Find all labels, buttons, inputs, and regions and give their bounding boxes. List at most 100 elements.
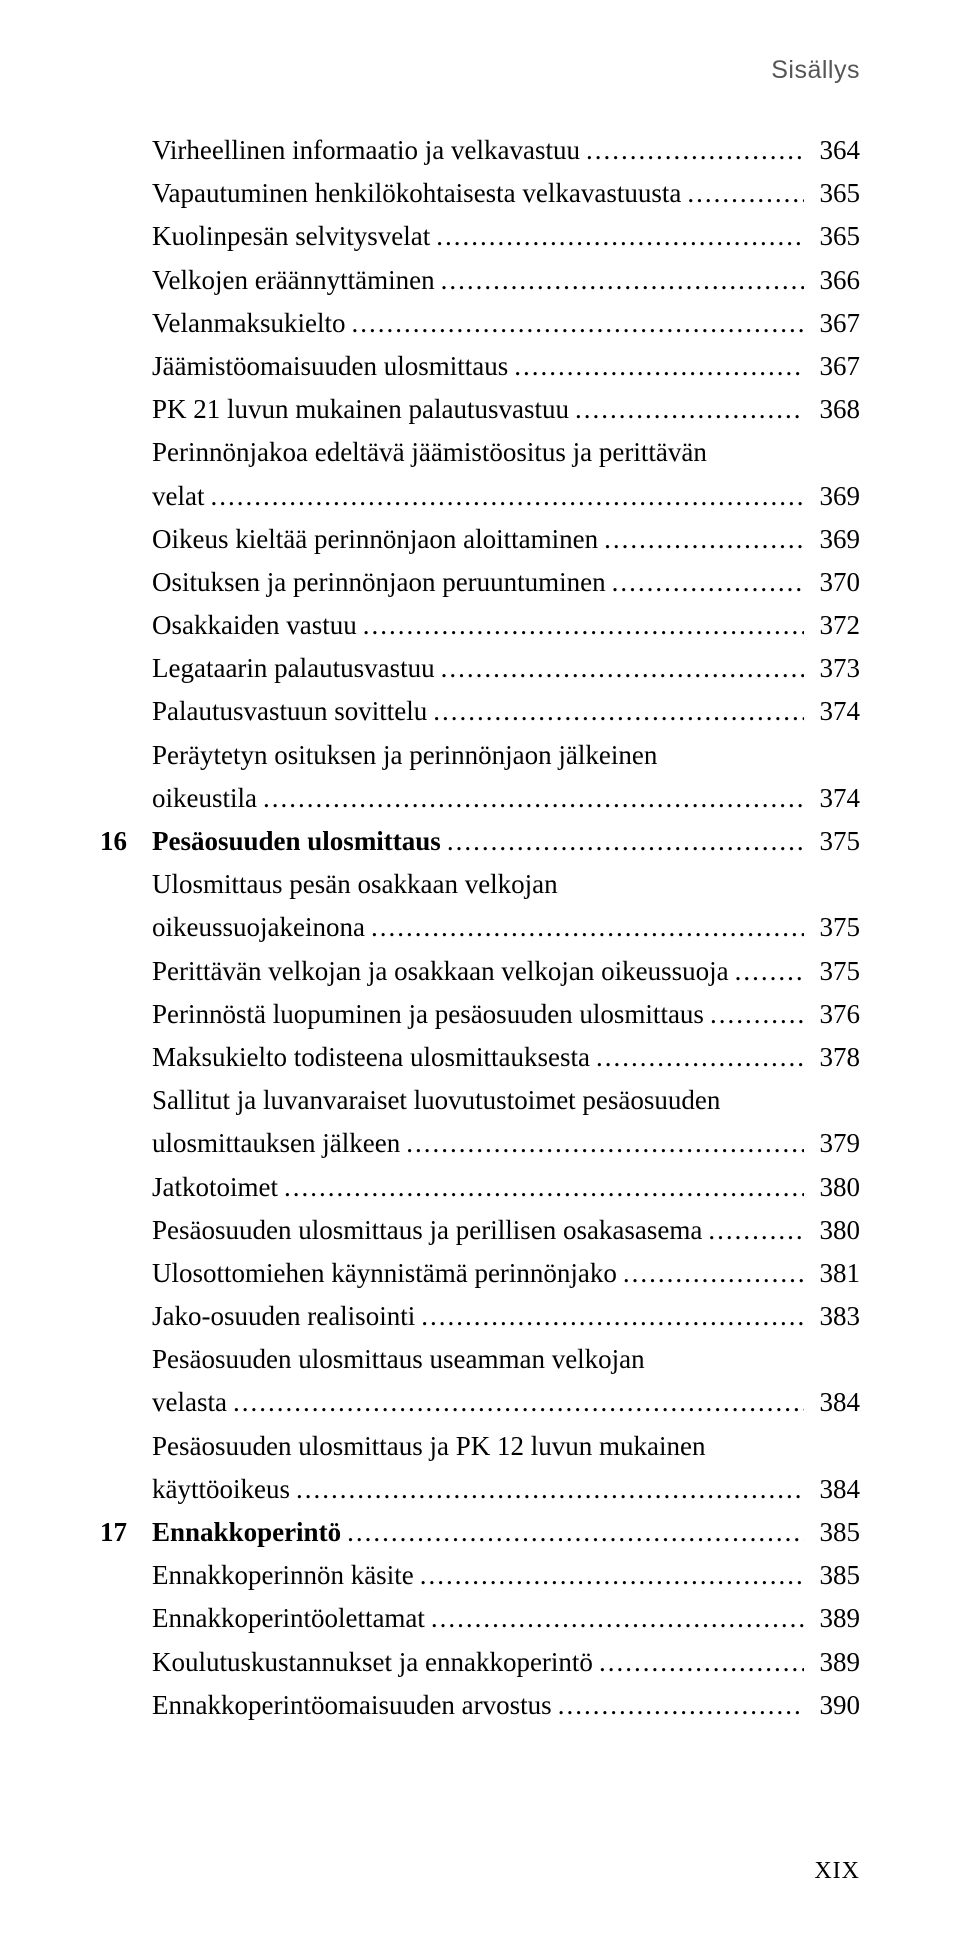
toc-row: Perinnönjakoa edeltävä jäämistöositus ja… (100, 431, 860, 474)
toc-page: 385 (804, 1511, 860, 1554)
toc-label: Osituksen ja perinnönjaon peruuntuminen (152, 561, 606, 604)
toc-page: 364 (804, 129, 860, 172)
toc-row: Virheellinen informaatio ja velkavastuu.… (100, 129, 860, 172)
toc-page: 385 (804, 1554, 860, 1597)
toc-leader: ........................................… (278, 1166, 804, 1209)
toc-label: Ennakkoperintöolettamat (152, 1597, 425, 1640)
toc-row: Osakkaiden vastuu.......................… (100, 604, 860, 647)
toc-page: 375 (804, 820, 860, 863)
toc-leader: ........................................… (345, 302, 804, 345)
page-number: XIX (814, 1858, 860, 1885)
toc-row: oikeustila..............................… (100, 777, 860, 820)
toc-row: Jako-osuuden realisointi................… (100, 1295, 860, 1338)
toc-row: Ulosottomiehen käynnistämä perinnönjako.… (100, 1252, 860, 1295)
table-of-contents: Virheellinen informaatio ja velkavastuu.… (100, 129, 860, 1727)
toc-row: Palautusvastuun sovittelu...............… (100, 690, 860, 733)
toc-label: Jako-osuuden realisointi (152, 1295, 415, 1338)
toc-row: Legataarin palautusvastuu...............… (100, 647, 860, 690)
toc-page: 375 (804, 906, 860, 949)
toc-label: käyttöoikeus (152, 1468, 290, 1511)
toc-leader: ........................................… (441, 820, 804, 863)
toc-row: Vapautuminen henkilökohtaisesta velkavas… (100, 172, 860, 215)
toc-row: Oikeus kieltää perinnönjaon aloittaminen… (100, 518, 860, 561)
toc-page: 367 (804, 302, 860, 345)
toc-label: Perinnöstä luopuminen ja pesäosuuden ulo… (152, 993, 704, 1036)
toc-page: 381 (804, 1252, 860, 1295)
toc-row: Ulosmittaus pesän osakkaan velkojan (100, 863, 860, 906)
toc-row: Sallitut ja luvanvaraiset luovutustoimet… (100, 1079, 860, 1122)
toc-leader: ........................................… (430, 215, 804, 258)
toc-leader: ........................................… (365, 906, 804, 949)
toc-leader: ........................................… (227, 1381, 804, 1424)
toc-page: 369 (804, 518, 860, 561)
toc-leader: ........................................… (590, 1036, 804, 1079)
toc-label: Osakkaiden vastuu (152, 604, 357, 647)
toc-page: 366 (804, 259, 860, 302)
toc-page: 368 (804, 388, 860, 431)
toc-label: Virheellinen informaatio ja velkavastuu (152, 129, 580, 172)
toc-leader: ........................................… (729, 950, 804, 993)
toc-leader: ........................................… (617, 1252, 804, 1295)
toc-page: 378 (804, 1036, 860, 1079)
toc-leader: ........................................… (204, 475, 804, 518)
toc-page: 369 (804, 475, 860, 518)
toc-leader: ........................................… (435, 647, 804, 690)
toc-page: 389 (804, 1641, 860, 1684)
toc-label: Pesäosuuden ulosmittaus ja PK 12 luvun m… (152, 1425, 705, 1468)
toc-label: oikeustila (152, 777, 257, 820)
toc-label: Koulutuskustannukset ja ennakkoperintö (152, 1641, 593, 1684)
toc-leader: ........................................… (704, 993, 804, 1036)
toc-label: Oikeus kieltää perinnönjaon aloittaminen (152, 518, 598, 561)
toc-leader: ........................................… (593, 1641, 804, 1684)
toc-page: 379 (804, 1122, 860, 1165)
toc-row: ulosmittauksen jälkeen..................… (100, 1122, 860, 1165)
toc-label: oikeussuojakeinona (152, 906, 365, 949)
toc-row: Ennakkoperintöomaisuuden arvostus.......… (100, 1684, 860, 1727)
toc-page: 375 (804, 950, 860, 993)
toc-label: Sallitut ja luvanvaraiset luovutustoimet… (152, 1079, 720, 1122)
toc-row: velasta.................................… (100, 1381, 860, 1424)
toc-row: Maksukielto todisteena ulosmittauksesta.… (100, 1036, 860, 1079)
toc-chapter-number: 16 (100, 820, 152, 863)
toc-row: Pesäosuuden ulosmittaus useamman velkoja… (100, 1338, 860, 1381)
toc-page: 374 (804, 777, 860, 820)
toc-label: Pesäosuuden ulosmittaus ja perillisen os… (152, 1209, 702, 1252)
toc-label: Kuolinpesän selvitysvelat (152, 215, 430, 258)
toc-label: PK 21 luvun mukainen palautusvastuu (152, 388, 569, 431)
toc-label: Velanmaksukielto (152, 302, 345, 345)
toc-row: Osituksen ja perinnönjaon peruuntuminen.… (100, 561, 860, 604)
toc-row: PK 21 luvun mukainen palautusvastuu.....… (100, 388, 860, 431)
toc-row: Peräytetyn osituksen ja perinnönjaon jäl… (100, 734, 860, 777)
toc-row: käyttöoikeus............................… (100, 1468, 860, 1511)
toc-page: 384 (804, 1381, 860, 1424)
toc-leader: ........................................… (357, 604, 804, 647)
toc-leader: ........................................… (552, 1684, 804, 1727)
toc-label: velasta (152, 1381, 227, 1424)
toc-row: Ennakkoperinnön käsite..................… (100, 1554, 860, 1597)
toc-row: Velanmaksukielto........................… (100, 302, 860, 345)
toc-row: Jatkotoimet.............................… (100, 1166, 860, 1209)
toc-leader: ........................................… (290, 1468, 804, 1511)
toc-label: Ulosottomiehen käynnistämä perinnönjako (152, 1252, 617, 1295)
toc-row: Koulutuskustannukset ja ennakkoperintö..… (100, 1641, 860, 1684)
toc-label: Pesäosuuden ulosmittaus useamman velkoja… (152, 1338, 645, 1381)
toc-leader: ........................................… (606, 561, 804, 604)
toc-leader: ........................................… (580, 129, 804, 172)
toc-label: Legataarin palautusvastuu (152, 647, 435, 690)
toc-page: 373 (804, 647, 860, 690)
toc-page: 370 (804, 561, 860, 604)
toc-page: 376 (804, 993, 860, 1036)
toc-label: velat (152, 475, 204, 518)
running-head: Sisällys (100, 56, 860, 85)
toc-page: 365 (804, 215, 860, 258)
toc-leader: ........................................… (257, 777, 804, 820)
toc-label: Velkojen eräännyttäminen (152, 259, 435, 302)
toc-row: oikeussuojakeinona......................… (100, 906, 860, 949)
toc-leader: ........................................… (702, 1209, 804, 1252)
toc-leader: ........................................… (598, 518, 804, 561)
toc-label: Ennakkoperinnön käsite (152, 1554, 414, 1597)
toc-page: 372 (804, 604, 860, 647)
toc-label: Perittävän velkojan ja osakkaan velkojan… (152, 950, 729, 993)
toc-leader: ........................................… (400, 1122, 804, 1165)
page: Sisällys Virheellinen informaatio ja vel… (0, 0, 960, 1939)
